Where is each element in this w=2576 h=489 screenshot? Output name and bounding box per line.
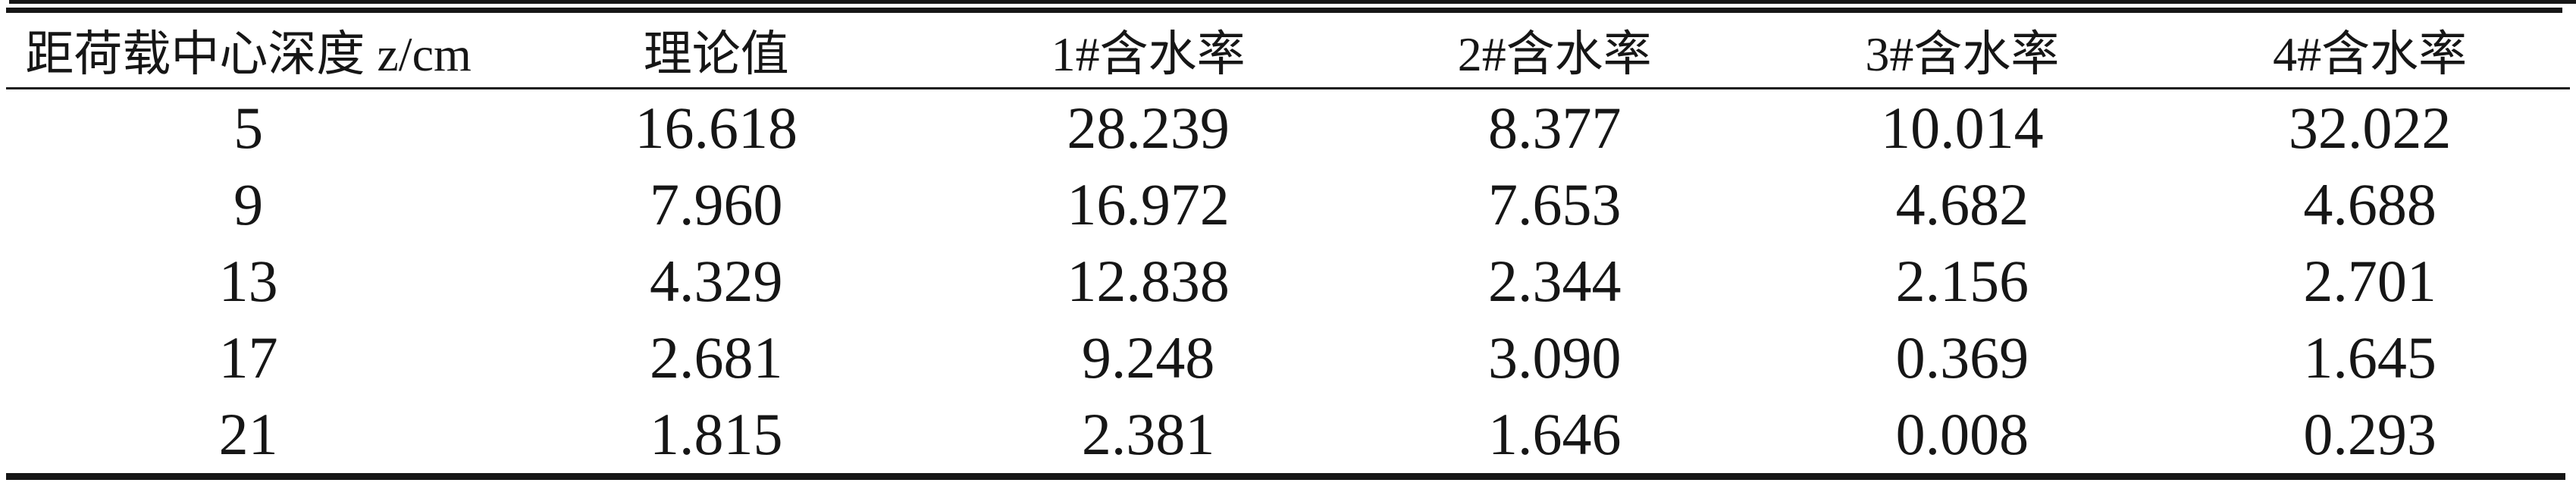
column-header: 3#含水率 [1754,12,2170,89]
table-top-rule-upper [9,0,2576,4]
value-cell: 2.701 [2303,247,2437,314]
value-cell: 8.377 [1487,94,1622,161]
value-cell: 2.381 [1081,400,1215,467]
depth-cell: 9 [233,171,264,237]
column-header: 1#含水率 [942,12,1355,89]
depth-cell: 13 [218,247,278,314]
water-content-table: 距荷载中心深度 z/cm 理论值 1#含水率 2#含水率 3#含水率 4#含水率 5 16.… [6,12,2570,472]
value-cell: 28.239 [1067,94,1230,161]
value-cell: 10.014 [1881,94,2044,161]
value-cell: 4.682 [1895,171,2029,237]
depth-cell: 5 [233,94,264,161]
table-row: 9 7.960 16.972 7.653 4.682 4.688 [6,166,2570,243]
table-top-rule [6,8,2562,13]
depth-cell: 17 [218,324,278,390]
value-cell: 1.646 [1487,400,1622,467]
value-cell: 4.329 [650,247,783,314]
column-header: 理论值 [490,12,942,89]
table-row: 21 1.815 2.381 1.646 0.008 0.293 [6,396,2570,472]
column-header: 距荷载中心深度 z/cm [6,12,491,89]
value-cell: 0.008 [1895,400,2029,467]
column-header: 2#含水率 [1354,12,1755,89]
value-cell: 12.838 [1067,247,1230,314]
value-cell: 4.688 [2303,171,2437,237]
value-cell: 7.653 [1487,171,1622,237]
value-cell: 1.645 [2303,324,2437,390]
value-cell: 2.344 [1487,247,1622,314]
column-header: 4#含水率 [2170,12,2570,89]
value-cell: 9.248 [1081,324,1215,390]
header-row: 距荷载中心深度 z/cm 理论值 1#含水率 2#含水率 3#含水率 4#含水率 [6,12,2570,89]
table-row: 13 4.329 12.838 2.344 2.156 2.701 [6,243,2570,319]
value-cell: 0.293 [2303,400,2437,467]
value-cell: 3.090 [1487,324,1622,390]
table-body: 5 16.618 28.239 8.377 10.014 32.022 9 7.960 16.9… [6,89,2570,473]
value-cell: 2.156 [1895,247,2029,314]
value-cell: 16.972 [1067,171,1230,237]
depth-cell: 21 [218,400,278,467]
table-row: 5 16.618 28.239 8.377 10.014 32.022 [6,89,2570,167]
value-cell: 2.681 [650,324,783,390]
table-bottom-rule [6,473,2565,480]
value-cell: 1.815 [650,400,783,467]
value-cell: 16.618 [635,94,798,161]
value-cell: 7.960 [650,171,783,237]
value-cell: 0.369 [1895,324,2029,390]
table-row: 17 2.681 9.248 3.090 0.369 1.645 [6,319,2570,396]
value-cell: 32.022 [2288,94,2452,161]
